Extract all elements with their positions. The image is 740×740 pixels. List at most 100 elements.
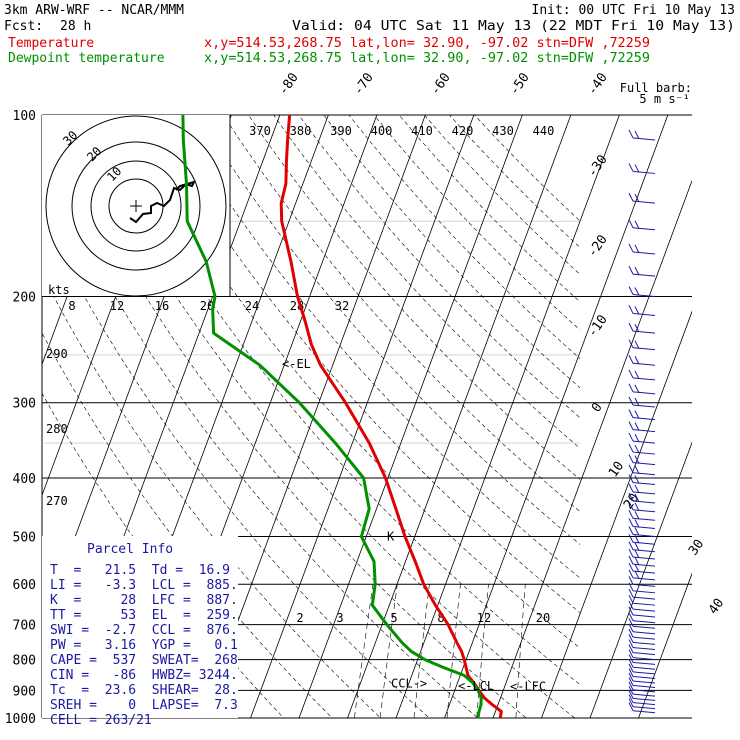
wind-barb (634, 511, 640, 520)
speed-tick-label: 20 (200, 299, 214, 313)
wind-barb (628, 533, 634, 543)
wind-barb (634, 433, 640, 443)
wind-barb (628, 663, 634, 673)
wind-barb (628, 192, 634, 202)
wind-barb (628, 421, 634, 430)
parcel-row: T = 21.5 Td = 16.9 (50, 563, 230, 578)
wind-barb (632, 377, 656, 381)
wind-barb (632, 577, 656, 581)
speed-tick-label: 8 (68, 299, 75, 313)
pressure-tick-label: 300 (13, 397, 36, 412)
wind-barb (632, 294, 656, 298)
wind-barb (628, 396, 634, 406)
wind-barb (628, 685, 634, 695)
wind-barb (628, 443, 634, 453)
dry-adiabat-line (42, 273, 382, 718)
wind-barb (632, 652, 656, 656)
wind-barb (632, 273, 656, 277)
wind-barb (632, 482, 656, 486)
wind-barb (628, 644, 634, 653)
speed-tick-label: 12 (110, 299, 124, 313)
wind-barb (634, 220, 640, 229)
pressure-tick-label: 500 (13, 530, 36, 545)
wind-barb (632, 472, 656, 476)
wind-barb (632, 583, 656, 587)
temperature-legend: Temperature (8, 36, 94, 51)
mixing-ratio-line (354, 584, 374, 718)
parcel-info-box: Parcel Info T = 21.5 Td = 16.9 LI = -3.3… (42, 536, 238, 728)
dry-adiabat-line (474, 115, 580, 222)
wind-barb (632, 404, 656, 408)
wind-barb (632, 693, 656, 697)
wind-barb (628, 510, 634, 519)
wind-barb (628, 618, 634, 627)
mixing-ratio-label: 5 (390, 611, 397, 625)
level-marker: CCL-> (391, 676, 427, 690)
wind-barb (632, 391, 656, 395)
wind-barb (628, 454, 634, 463)
init-time: Init: 00 UTC Fri 10 May 13 (532, 3, 736, 18)
mixing-ratio-line (413, 584, 430, 718)
barb-legend-unit: 5 m s⁻¹ (639, 92, 690, 106)
wind-barb (632, 429, 656, 433)
dry-adiabat-line (348, 115, 580, 359)
isotherm-label: -70 (351, 70, 377, 98)
wind-barb (632, 563, 656, 567)
wind-barb (628, 541, 634, 550)
wind-barb (632, 251, 656, 255)
wind-barb (632, 526, 656, 530)
wind-barb (632, 620, 656, 624)
wind-barb (628, 612, 634, 621)
isotherm-label: -80 (276, 70, 302, 98)
wind-barb (628, 526, 634, 535)
wind-barb (634, 455, 640, 464)
hodograph-trace (129, 180, 196, 224)
wind-barb (628, 129, 634, 139)
wind-barb (634, 484, 640, 494)
wind-barb (628, 654, 634, 663)
isotherm-line (298, 115, 523, 718)
dry-adiabat-line (122, 115, 580, 649)
wind-barb (628, 305, 634, 314)
wind-barb (628, 464, 634, 473)
theta-label: 390 (330, 124, 352, 138)
hodograph-ring (45, 115, 227, 297)
wind-barb (632, 697, 656, 701)
pressure-tick-label: 400 (13, 472, 36, 487)
pressure-tick-label: 700 (13, 619, 36, 634)
isotherm-label: -60 (428, 70, 454, 98)
isotherm-label: -30 (585, 152, 611, 180)
wind-barb (632, 417, 656, 421)
wind-barb (634, 410, 640, 419)
pressure-tick-label: 100 (13, 109, 36, 124)
theta-label: 410 (411, 124, 433, 138)
wind-barb (634, 244, 640, 254)
wind-barb (634, 164, 640, 173)
pressure-tick-label: 600 (13, 578, 36, 593)
pressure-tick-label: 900 (13, 684, 36, 699)
wind-barb (634, 193, 640, 203)
wind-barb (628, 432, 634, 442)
level-markers: <-EL K CCL-> <-LCL <-LFC (282, 357, 546, 693)
wind-barb (628, 639, 634, 648)
isotherm-label: -10 (585, 312, 611, 340)
speed-tick-label: 32 (335, 299, 349, 313)
level-marker: <-EL (282, 357, 311, 371)
wind-barb (628, 548, 634, 558)
mixing-ratio-label: 8 (437, 611, 444, 625)
isotherm-label: -40 (585, 70, 611, 98)
wind-barb (634, 502, 640, 512)
wind-barb (628, 322, 634, 332)
wind-barb (628, 681, 634, 691)
wind-barb (634, 527, 640, 536)
hodograph-ring (90, 160, 182, 252)
speed-tick-label: 16 (155, 299, 169, 313)
barb-legend-title: Full barb: (620, 81, 692, 95)
level-marker: K (387, 529, 395, 543)
dewpoint-legend: Dewpoint temperature (8, 51, 165, 66)
theta-label: 440 (533, 124, 555, 138)
wind-barb (632, 500, 656, 504)
dry-adiabat-line (449, 115, 580, 248)
